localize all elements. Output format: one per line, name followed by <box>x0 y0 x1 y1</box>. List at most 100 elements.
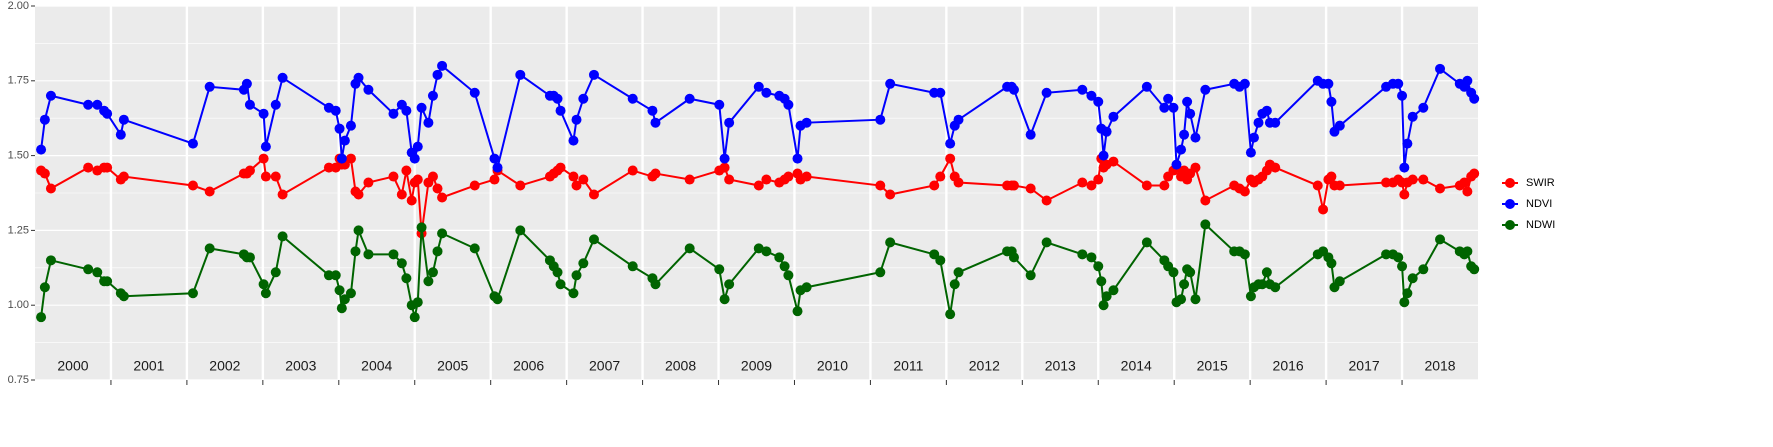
point <box>650 279 661 290</box>
point <box>1312 180 1323 191</box>
point <box>684 93 695 104</box>
point <box>353 189 364 200</box>
point <box>1334 180 1345 191</box>
point <box>1435 183 1446 194</box>
point <box>1190 294 1201 305</box>
point <box>437 192 448 203</box>
point <box>753 180 764 191</box>
point <box>260 171 271 182</box>
point <box>578 93 589 104</box>
point <box>416 102 427 113</box>
point <box>1168 102 1179 113</box>
point <box>1185 267 1196 278</box>
point <box>1270 282 1281 293</box>
point <box>1469 93 1480 104</box>
point <box>571 180 582 191</box>
point <box>552 267 563 278</box>
year-label: 2010 <box>817 358 848 374</box>
point <box>1270 117 1281 128</box>
point <box>761 87 772 98</box>
point <box>1381 177 1392 188</box>
point <box>1326 171 1337 182</box>
point <box>801 282 812 293</box>
point <box>416 222 427 233</box>
point <box>1435 234 1446 245</box>
legend-key <box>1505 178 1515 188</box>
point <box>1098 300 1109 311</box>
point <box>1086 252 1097 263</box>
point <box>363 249 374 260</box>
point <box>102 276 113 287</box>
year-label: 2015 <box>1197 358 1228 374</box>
point <box>1041 237 1052 248</box>
year-label: 2000 <box>57 358 88 374</box>
point <box>1245 291 1256 302</box>
point <box>204 186 215 197</box>
point <box>627 261 638 272</box>
point <box>396 258 407 269</box>
point <box>753 243 764 254</box>
point <box>1261 105 1272 116</box>
point <box>714 264 725 275</box>
point <box>102 162 113 173</box>
point <box>39 168 50 179</box>
point <box>1469 168 1480 179</box>
point <box>571 270 582 281</box>
legend-label: NDWI <box>1526 219 1555 231</box>
point <box>875 180 886 191</box>
point <box>885 237 896 248</box>
point <box>650 168 661 179</box>
point <box>935 255 946 266</box>
point <box>1141 180 1152 191</box>
year-label: 2016 <box>1273 358 1304 374</box>
point <box>515 225 526 236</box>
point <box>334 123 345 134</box>
point <box>1393 252 1404 263</box>
point <box>345 120 356 131</box>
point <box>432 246 443 257</box>
point <box>935 87 946 98</box>
point <box>115 129 126 140</box>
point <box>118 171 129 182</box>
point <box>1261 267 1272 278</box>
point <box>427 90 438 101</box>
point <box>277 231 288 242</box>
point <box>427 171 438 182</box>
point <box>945 153 956 164</box>
point <box>409 153 420 164</box>
point <box>330 270 341 281</box>
point <box>388 171 399 182</box>
point <box>118 291 129 302</box>
point <box>1108 285 1119 296</box>
point <box>555 279 566 290</box>
point <box>588 69 599 80</box>
point <box>388 108 399 119</box>
point <box>1435 63 1446 74</box>
point <box>719 153 730 164</box>
point <box>270 171 281 182</box>
point <box>1402 288 1413 299</box>
point <box>627 165 638 176</box>
point <box>1469 264 1480 275</box>
point <box>945 138 956 149</box>
point <box>1239 186 1250 197</box>
point <box>568 135 579 146</box>
point <box>761 174 772 185</box>
legend-key <box>1505 220 1515 230</box>
point <box>401 105 412 116</box>
point <box>427 267 438 278</box>
point <box>714 99 725 110</box>
point <box>783 171 794 182</box>
point <box>45 255 56 266</box>
point <box>1200 84 1211 95</box>
point <box>396 189 407 200</box>
point <box>1462 186 1473 197</box>
point <box>469 87 480 98</box>
year-label: 2001 <box>133 358 164 374</box>
point <box>719 294 730 305</box>
point <box>792 306 803 317</box>
point <box>187 180 198 191</box>
point <box>1190 132 1201 143</box>
point <box>83 264 94 275</box>
